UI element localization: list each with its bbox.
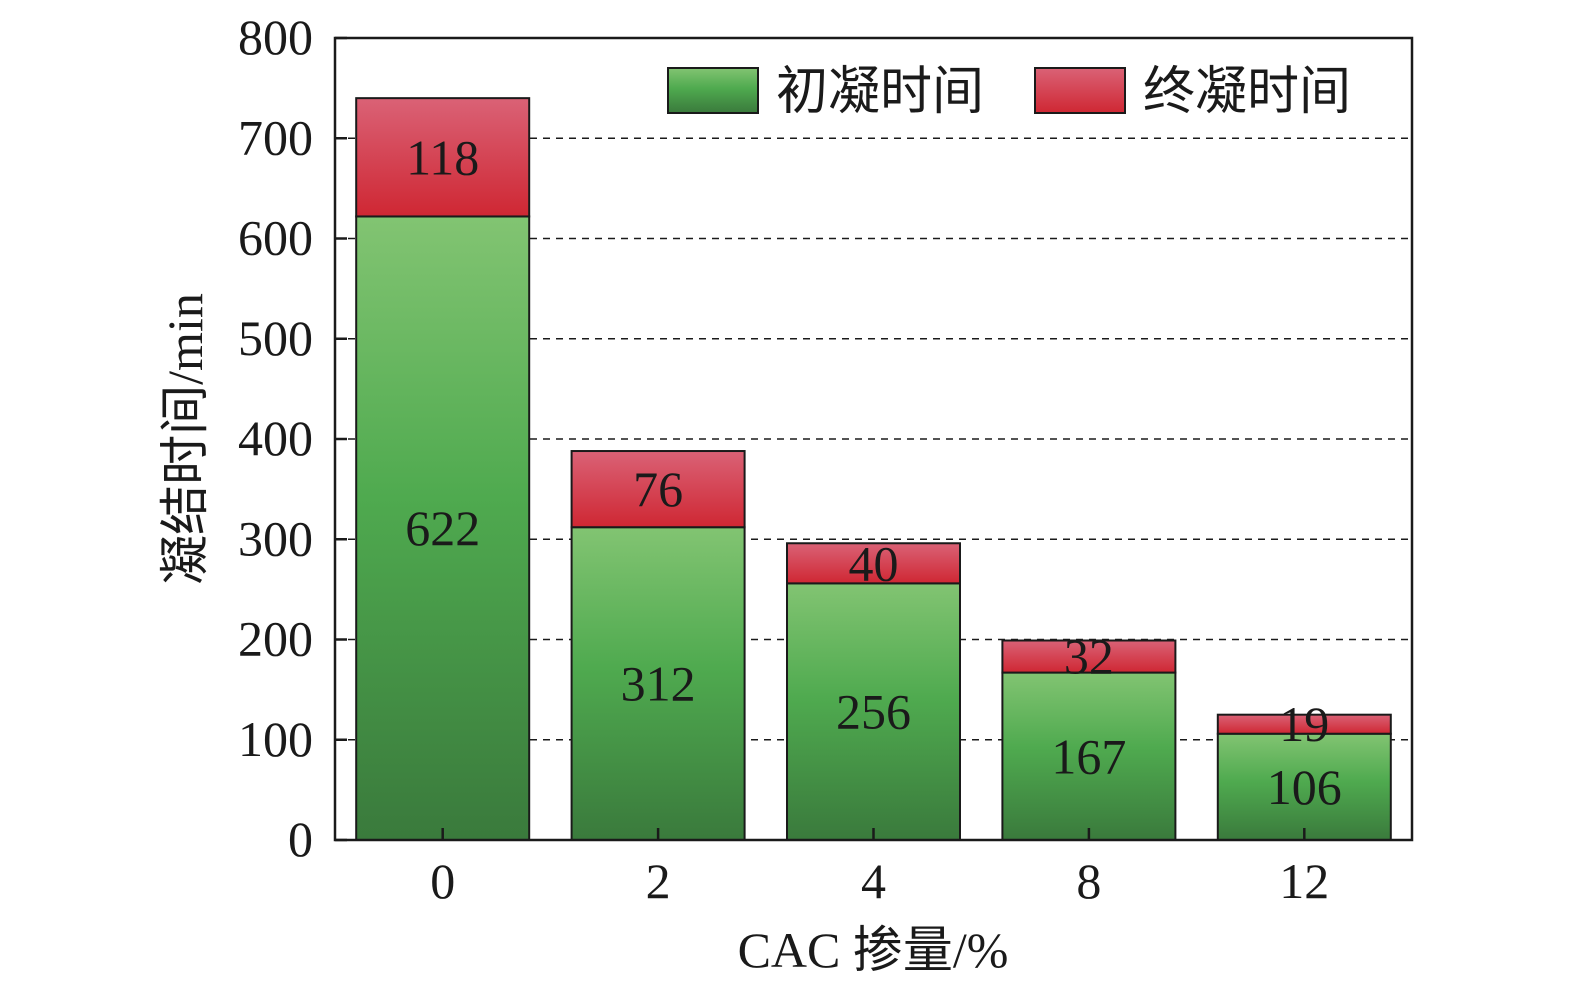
y-tick-label: 700 <box>238 109 313 165</box>
legend: 初凝时间 终凝时间 <box>667 64 1351 121</box>
data-label-initial-4: 256 <box>836 684 911 740</box>
data-label-final-8: 32 <box>1064 629 1114 685</box>
data-label-initial-2: 312 <box>621 656 696 712</box>
y-tick-label: 600 <box>238 210 313 266</box>
data-label-final-0: 118 <box>406 129 479 185</box>
bar-segment-final-0 <box>355 97 531 218</box>
y-tick-label: 500 <box>238 310 313 366</box>
data-label-initial-8: 167 <box>1051 728 1126 784</box>
bar-segment-initial-0 <box>355 215 531 841</box>
bar-segment-final-8 <box>1001 639 1177 674</box>
bar-segment-final-4 <box>786 542 961 585</box>
y-axis-title: 凝结时间/min <box>157 293 213 585</box>
y-tick-label: 200 <box>238 611 313 667</box>
legend-swatch-final <box>1034 67 1126 114</box>
bar-segment-final-12 <box>1216 713 1392 735</box>
x-axis-title: CAC 掺量/% <box>738 922 1009 978</box>
y-tick-label: 100 <box>238 711 313 767</box>
x-tick-label: 12 <box>1279 853 1329 909</box>
data-label-initial-0: 622 <box>405 500 480 556</box>
data-label-final-4: 40 <box>849 535 899 591</box>
x-tick-label: 8 <box>1076 853 1101 909</box>
data-label-initial-12: 106 <box>1267 759 1342 815</box>
legend-label-final: 终凝时间 <box>1143 64 1351 121</box>
y-tick-label: 0 <box>288 811 313 867</box>
bar-segment-final-2 <box>570 450 746 529</box>
data-label-final-12: 19 <box>1279 696 1329 752</box>
x-tick-label: 2 <box>646 853 671 909</box>
x-tick-label: 4 <box>861 853 886 909</box>
y-tick-label: 400 <box>238 410 313 466</box>
y-tick-label: 800 <box>238 9 313 65</box>
y-axis: 0 100 200 300 400 500 600 700 800 <box>238 9 347 867</box>
bar-segment-initial-8 <box>1001 671 1177 842</box>
legend-label-initial: 初凝时间 <box>776 64 984 121</box>
bar-segment-initial-12 <box>1216 732 1392 841</box>
x-axis: 0 2 4 8 12 <box>430 828 1329 909</box>
bars <box>355 97 1392 842</box>
data-labels: 622 118 312 76 256 40 167 32 106 19 <box>405 129 1342 815</box>
legend-swatch-initial <box>667 67 759 114</box>
data-label-final-2: 76 <box>633 461 683 517</box>
y-tick-label: 300 <box>238 510 313 566</box>
x-tick-label: 0 <box>430 853 455 909</box>
